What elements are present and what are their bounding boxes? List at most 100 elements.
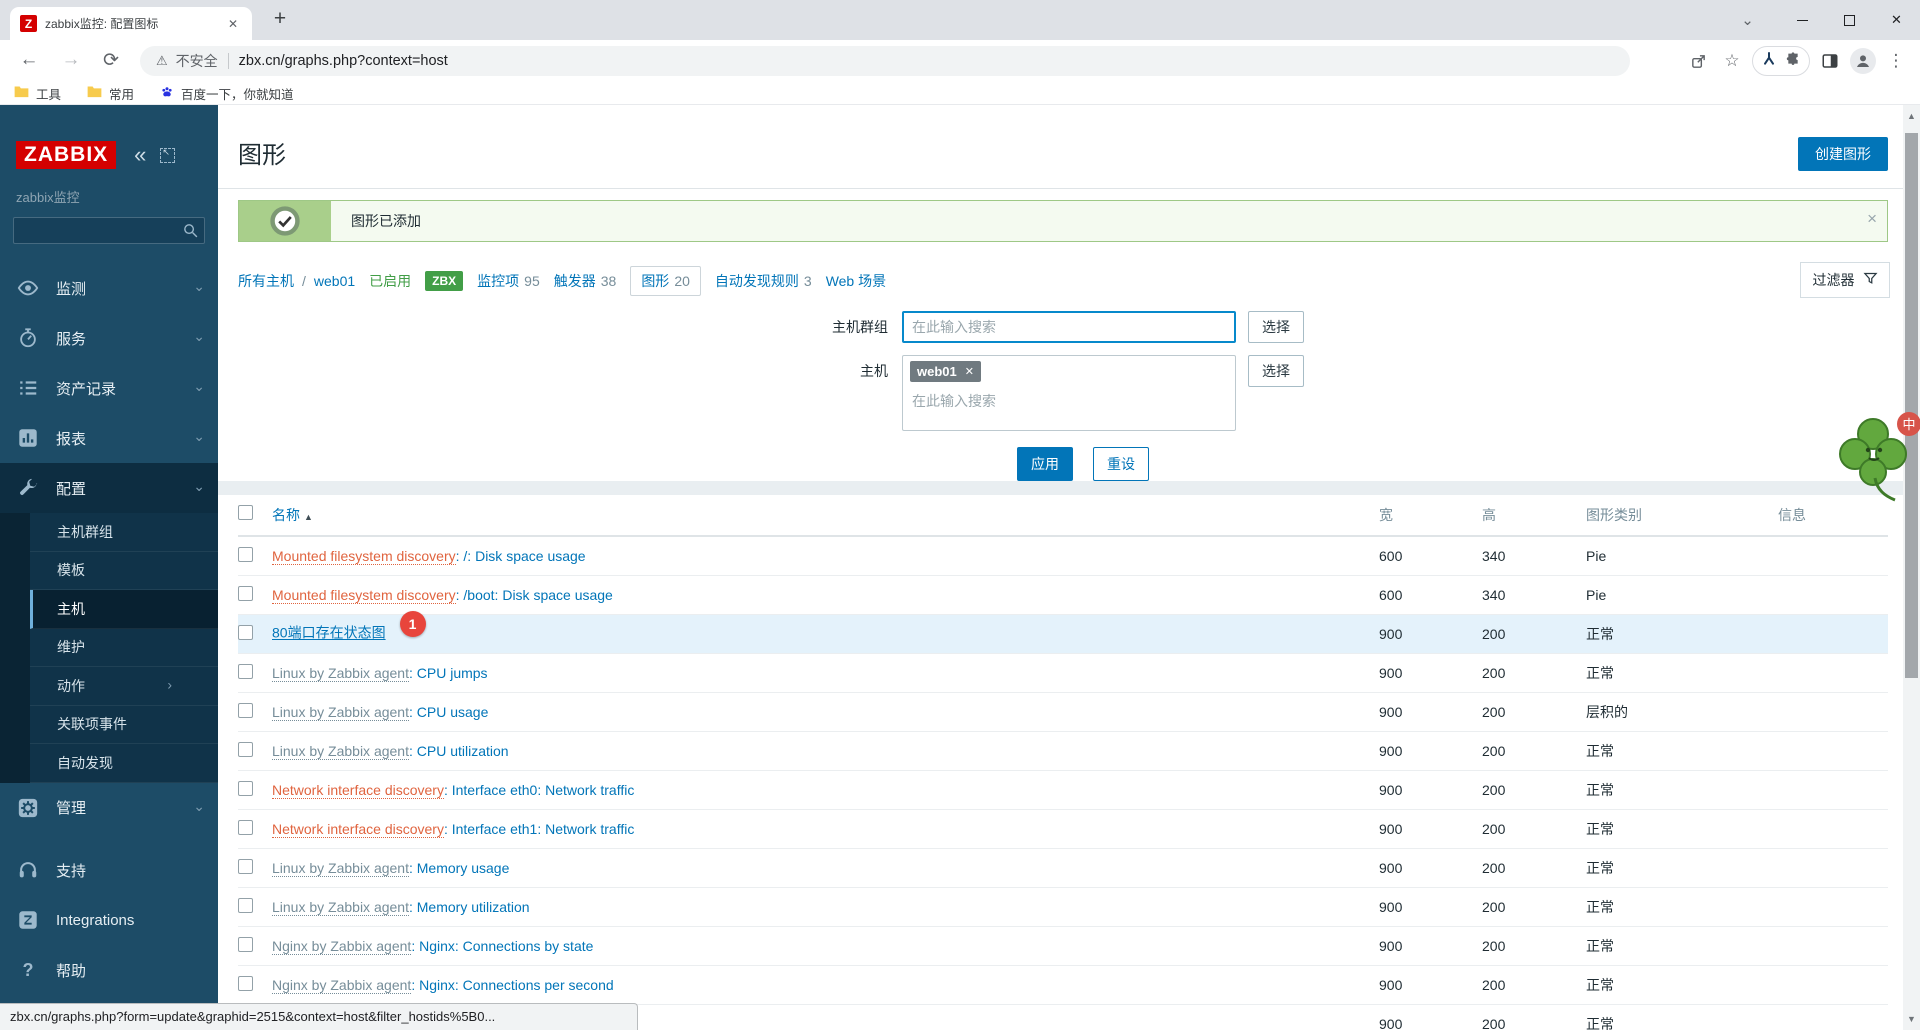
bookmark-item[interactable]: 常用 <box>87 84 134 103</box>
graph-link[interactable]: : Memory usage <box>408 860 510 876</box>
scrollbar-thumb[interactable] <box>1905 133 1918 678</box>
host-group-select-button[interactable]: 选择 <box>1248 311 1304 343</box>
breadcrumb-tab-link[interactable]: 图形 <box>641 273 670 289</box>
sidebar-search-input[interactable] <box>13 217 205 244</box>
collapse-sidebar-icon[interactable]: « <box>134 142 147 167</box>
row-checkbox[interactable] <box>238 703 253 718</box>
graph-link[interactable]: 80端口存在状态图 <box>272 624 386 641</box>
row-checkbox[interactable] <box>238 664 253 679</box>
bookmark-star-icon[interactable]: ☆ <box>1724 51 1740 70</box>
puzzle-extensions-icon[interactable] <box>1785 51 1801 72</box>
graph-parent-link[interactable]: Nginx by Zabbix agent <box>272 938 412 955</box>
breadcrumb-tab[interactable]: 触发器 38 <box>554 271 617 291</box>
submenu-item-6[interactable]: 自动发现 <box>30 744 218 783</box>
scroll-down-icon[interactable]: ▼ <box>1907 1014 1916 1024</box>
sidebar-item-0[interactable]: 监测 ⌄ <box>0 263 218 313</box>
breadcrumb-tab[interactable]: 自动发现规则 3 <box>715 271 812 291</box>
submenu-item-4[interactable]: 动作 › <box>30 667 218 706</box>
bookmark-item[interactable]: 工具 <box>14 84 61 103</box>
breadcrumb-link[interactable]: web01 <box>313 273 356 289</box>
new-tab-button[interactable]: + <box>273 7 287 30</box>
graph-link[interactable]: : CPU jumps <box>408 665 488 681</box>
sidebar-footer-item-2[interactable]: ? 帮助 <box>0 945 218 995</box>
graph-link[interactable]: : Interface eth0: Network traffic <box>443 782 635 798</box>
submenu-item-5[interactable]: 关联项事件 <box>30 706 218 744</box>
row-checkbox[interactable] <box>238 586 253 601</box>
graph-parent-link[interactable]: Linux by Zabbix agent <box>272 665 409 682</box>
row-checkbox[interactable] <box>238 547 253 562</box>
submenu-item-2[interactable]: 主机 <box>30 590 218 629</box>
back-icon[interactable]: ← <box>19 49 39 70</box>
graph-link[interactable]: : CPU usage <box>408 704 489 720</box>
sidebar-item-1[interactable]: 服务 ⌄ <box>0 313 218 363</box>
graph-parent-link[interactable]: Mounted filesystem discovery <box>272 548 456 565</box>
graph-parent-link[interactable]: Linux by Zabbix agent <box>272 860 409 877</box>
sidebar-item-2[interactable]: 资产记录 ⌄ <box>0 363 218 413</box>
row-checkbox[interactable] <box>238 859 253 874</box>
minimize-icon[interactable] <box>1779 0 1826 40</box>
breadcrumb-tab-link[interactable]: 自动发现规则 <box>714 273 799 289</box>
breadcrumb-tab[interactable]: 监控项 95 <box>477 271 540 291</box>
breadcrumb-tab-link[interactable]: 监控项 <box>477 273 520 289</box>
scroll-up-icon[interactable]: ▲ <box>1907 111 1916 121</box>
chip-remove-icon[interactable]: ✕ <box>964 366 974 378</box>
host-select-button[interactable]: 选择 <box>1248 355 1304 387</box>
zabbix-logo[interactable]: ZABBIX <box>16 141 117 169</box>
maximize-icon[interactable] <box>1826 0 1873 40</box>
kiosk-mode-icon[interactable] <box>160 147 176 163</box>
sidebar-footer-item-1[interactable]: Integrations <box>0 895 218 945</box>
breadcrumb-tab[interactable]: 图形 20 <box>630 266 701 296</box>
host-multiselect[interactable]: web01 ✕ 在此输入搜索 <box>902 355 1236 431</box>
url-bar[interactable]: ⚠ 不安全 zbx.cn/graphs.php?context=host <box>140 46 1630 76</box>
reset-button[interactable]: 重设 <box>1093 447 1149 481</box>
sidebar-footer-item-0[interactable]: 支持 <box>0 845 218 895</box>
graph-parent-link[interactable]: Mounted filesystem discovery <box>272 587 456 604</box>
apply-button[interactable]: 应用 <box>1017 447 1073 481</box>
side-panel-icon[interactable] <box>1816 47 1844 75</box>
graph-parent-link[interactable]: Network interface discovery <box>272 782 444 799</box>
graph-link[interactable]: : Memory utilization <box>408 899 530 915</box>
row-checkbox[interactable] <box>238 742 253 757</box>
message-close-icon[interactable]: × <box>1867 209 1877 228</box>
submenu-item-3[interactable]: 维护 <box>30 629 218 667</box>
row-checkbox[interactable] <box>238 625 253 640</box>
graph-parent-link[interactable]: Network interface discovery <box>272 821 444 838</box>
submenu-item-0[interactable]: 主机群组 <box>30 513 218 552</box>
bookmark-item[interactable]: 百度一下，你就知道 <box>160 84 294 103</box>
window-close-icon[interactable]: ✕ <box>1891 12 1902 27</box>
browser-tab[interactable]: Z zabbix监控: 配置图标 ✕ <box>10 7 252 40</box>
select-all-checkbox[interactable] <box>238 505 253 520</box>
row-checkbox[interactable] <box>238 937 253 952</box>
sidebar-item-4[interactable]: 配置 ⌄ <box>0 463 218 513</box>
create-graph-button[interactable]: 创建图形 <box>1798 137 1888 171</box>
graph-link[interactable]: : /: Disk space usage <box>455 548 586 564</box>
profile-avatar[interactable] <box>1850 48 1876 74</box>
graph-parent-link[interactable]: Linux by Zabbix agent <box>272 743 409 760</box>
tab-close-icon[interactable]: ✕ <box>227 16 238 31</box>
breadcrumb-link[interactable]: Web 场景 <box>825 273 887 289</box>
breadcrumb-link[interactable]: 所有主机 <box>238 273 294 289</box>
sort-by-name-link[interactable]: 名称 <box>272 507 300 523</box>
graph-link[interactable]: : CPU utilization <box>408 743 509 759</box>
graph-link[interactable]: : Interface eth1: Network traffic <box>443 821 635 837</box>
reload-icon[interactable]: ⟳ <box>103 50 119 71</box>
tab-list-chevron-icon[interactable]: ⌄ <box>1741 12 1754 29</box>
page-scrollbar[interactable]: ▲ ▼ <box>1903 105 1920 1030</box>
sidebar-item-3[interactable]: 报表 ⌄ <box>0 413 218 463</box>
row-checkbox[interactable] <box>238 976 253 991</box>
breadcrumb-tab-link[interactable]: 触发器 <box>553 273 596 289</box>
proxy-extension-icon[interactable] <box>1761 51 1777 72</box>
graph-link[interactable]: : Nginx: Connections by state <box>411 938 594 954</box>
sidebar-item-admin[interactable]: 管理 ⌄ <box>0 783 218 833</box>
host-group-input[interactable] <box>902 311 1236 343</box>
forward-icon[interactable]: → <box>61 49 81 70</box>
row-checkbox[interactable] <box>238 820 253 835</box>
row-checkbox[interactable] <box>238 781 253 796</box>
browser-menu-icon[interactable]: ⋮ <box>1887 51 1905 70</box>
graph-parent-link[interactable]: Nginx by Zabbix agent <box>272 977 412 994</box>
share-icon[interactable] <box>1684 47 1712 75</box>
filter-tab[interactable]: 过滤器 <box>1800 262 1890 298</box>
row-checkbox[interactable] <box>238 898 253 913</box>
graph-link[interactable]: : /boot: Disk space usage <box>455 587 613 603</box>
graph-parent-link[interactable]: Linux by Zabbix agent <box>272 704 409 721</box>
